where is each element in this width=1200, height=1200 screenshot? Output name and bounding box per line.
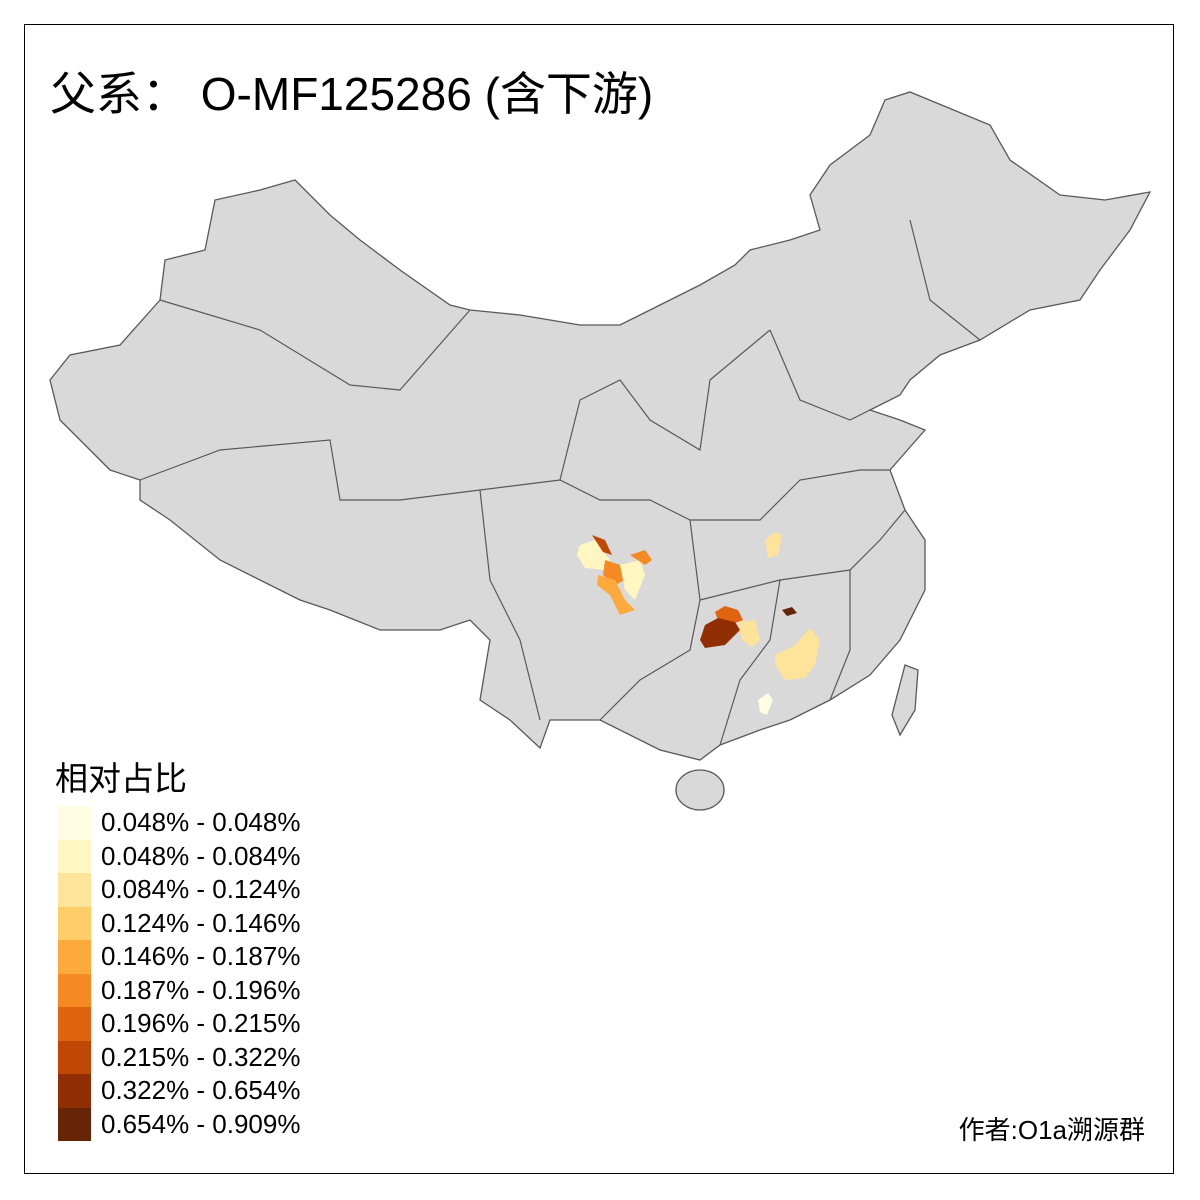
region-patch <box>592 535 612 555</box>
region-patch <box>782 607 797 616</box>
legend-item: 0.654% - 0.909% <box>58 1107 301 1141</box>
region-patch <box>577 540 610 570</box>
legend-swatch <box>58 973 91 1007</box>
legend-item: 0.146% - 0.187% <box>58 940 300 974</box>
legend-swatch <box>58 940 91 974</box>
legend-label: 0.196% - 0.215% <box>101 1008 301 1039</box>
legend-swatch <box>58 839 91 873</box>
hainan-island <box>675 769 725 811</box>
region-patch <box>597 575 635 615</box>
legend-label: 0.654% - 0.909% <box>101 1108 301 1139</box>
legend-label: 0.215% - 0.322% <box>101 1041 301 1072</box>
region-patch <box>620 560 645 600</box>
map-title: 父系： O-MF125286 (含下游) <box>50 68 654 120</box>
legend-label: 0.048% - 0.048% <box>101 807 301 838</box>
legend-item: 0.196% - 0.215% <box>58 1007 300 1041</box>
mainland-china <box>49 91 1152 761</box>
legend-item: 0.084% - 0.124% <box>58 873 300 907</box>
region-patch <box>765 532 782 558</box>
legend-swatch <box>58 906 91 940</box>
region-patch <box>700 618 740 648</box>
region-patch <box>758 693 773 715</box>
legend: 0.048% - 0.048% 0.048% - 0.084% 0.084% -… <box>58 806 300 1141</box>
legend-label: 0.084% - 0.124% <box>101 874 301 905</box>
legend-swatch <box>58 806 91 840</box>
taiwan-island <box>891 664 919 737</box>
legend-swatch <box>58 873 91 907</box>
legend-label: 0.124% - 0.146% <box>101 907 301 938</box>
legend-label: 0.187% - 0.196% <box>101 974 301 1005</box>
region-patch <box>775 628 820 680</box>
legend-swatch <box>58 1040 91 1074</box>
plot-panel <box>24 24 1174 1174</box>
legend-label: 0.048% - 0.084% <box>101 840 301 871</box>
legend-label: 0.322% - 0.654% <box>101 1075 301 1106</box>
province-borders <box>139 219 981 746</box>
legend-item: 0.124% - 0.146% <box>58 906 301 940</box>
legend-item: 0.322% - 0.654% <box>58 1074 300 1108</box>
legend-title: 相对占比 <box>55 760 187 797</box>
legend-swatch <box>58 1107 91 1141</box>
legend-swatch <box>58 1007 91 1041</box>
region-patch <box>738 620 760 647</box>
legend-item: 0.048% - 0.048% <box>58 806 300 840</box>
legend-item: 0.048% - 0.084% <box>58 839 301 873</box>
region-patch <box>630 550 652 565</box>
legend-item: 0.215% - 0.322% <box>58 1040 301 1074</box>
author-credit: 作者:O1a溯源群 <box>958 1115 1145 1145</box>
legend-item: 0.187% - 0.196% <box>58 973 301 1007</box>
legend-swatch <box>58 1074 91 1108</box>
legend-label: 0.146% - 0.187% <box>101 941 301 972</box>
